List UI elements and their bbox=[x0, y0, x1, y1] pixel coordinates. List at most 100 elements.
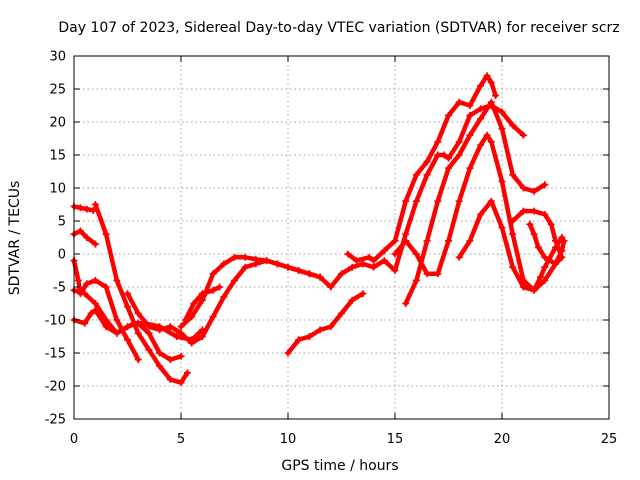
data-point bbox=[316, 273, 324, 281]
data-point bbox=[537, 273, 545, 281]
data-point bbox=[541, 276, 549, 284]
y-tick-label: 10 bbox=[49, 182, 66, 197]
data-point bbox=[305, 270, 313, 278]
data-point bbox=[231, 253, 238, 261]
data-point bbox=[498, 177, 506, 185]
data-point bbox=[412, 197, 420, 205]
data-point bbox=[492, 92, 500, 100]
series-line bbox=[403, 99, 548, 306]
data-point bbox=[434, 138, 442, 146]
data-point bbox=[466, 164, 474, 172]
data-point bbox=[412, 276, 420, 284]
data-point bbox=[402, 237, 410, 245]
data-point bbox=[412, 250, 420, 258]
data-point bbox=[91, 240, 99, 248]
data-point bbox=[530, 230, 538, 238]
data-point bbox=[166, 356, 174, 364]
data-point bbox=[124, 303, 131, 311]
data-point bbox=[483, 131, 491, 139]
data-point bbox=[216, 283, 224, 291]
data-point bbox=[483, 72, 491, 80]
data-point bbox=[102, 323, 110, 331]
data-point bbox=[509, 121, 517, 129]
data-point bbox=[509, 171, 517, 179]
y-tick-label: 30 bbox=[49, 50, 66, 65]
data-point bbox=[487, 78, 495, 86]
data-point bbox=[181, 316, 189, 324]
data-point bbox=[455, 151, 463, 159]
series-arc8 bbox=[177, 253, 324, 331]
data-point bbox=[498, 224, 506, 232]
data-point bbox=[359, 290, 367, 298]
data-point bbox=[541, 181, 549, 189]
data-point bbox=[498, 125, 506, 133]
data-point bbox=[241, 263, 249, 271]
data-point bbox=[466, 111, 474, 119]
data-point bbox=[134, 329, 142, 337]
data-point bbox=[547, 220, 555, 228]
data-point bbox=[91, 300, 99, 307]
data-point bbox=[348, 263, 356, 271]
data-point bbox=[113, 316, 121, 324]
data-point bbox=[198, 290, 206, 298]
data-point bbox=[156, 362, 164, 370]
data-point bbox=[445, 237, 452, 245]
data-point bbox=[519, 283, 527, 291]
data-point bbox=[477, 210, 485, 218]
data-point bbox=[423, 158, 431, 166]
data-point bbox=[509, 217, 517, 225]
data-point bbox=[102, 230, 110, 238]
data-point bbox=[81, 290, 89, 298]
series-line bbox=[71, 228, 98, 247]
y-tick-label: -10 bbox=[45, 314, 66, 329]
series-arc13 bbox=[402, 98, 549, 307]
data-point bbox=[83, 280, 91, 288]
data-point bbox=[519, 131, 527, 139]
data-point bbox=[83, 205, 91, 213]
y-tick-label: -25 bbox=[45, 413, 66, 428]
x-tick-label: 15 bbox=[387, 432, 404, 447]
data-point bbox=[74, 276, 82, 284]
data-point bbox=[477, 82, 485, 90]
y-tick-label: 20 bbox=[49, 116, 66, 131]
y-tick-label: -20 bbox=[45, 380, 66, 395]
data-point bbox=[466, 102, 474, 109]
data-point bbox=[183, 369, 191, 377]
plot-frame bbox=[73, 55, 610, 420]
data-point bbox=[338, 309, 345, 317]
series-arc9 bbox=[181, 283, 224, 324]
data-point bbox=[391, 267, 399, 274]
data-point bbox=[402, 300, 410, 307]
data-point bbox=[487, 138, 495, 146]
series-line bbox=[125, 258, 366, 346]
data-point bbox=[380, 257, 388, 265]
data-series bbox=[70, 72, 568, 387]
data-point bbox=[391, 250, 399, 258]
series-arc6 bbox=[91, 201, 191, 387]
data-point bbox=[166, 375, 174, 383]
y-tick-label: 25 bbox=[49, 83, 66, 98]
y-tick-label: 0 bbox=[58, 248, 66, 263]
data-point bbox=[156, 326, 164, 334]
data-point bbox=[124, 290, 131, 298]
data-point bbox=[220, 293, 228, 301]
data-point bbox=[541, 253, 549, 261]
data-point bbox=[284, 349, 292, 357]
data-point bbox=[455, 253, 463, 261]
data-point bbox=[273, 260, 281, 268]
data-point bbox=[348, 296, 356, 304]
series-arc15 bbox=[455, 197, 566, 294]
data-point bbox=[423, 171, 431, 179]
data-point bbox=[370, 257, 378, 265]
data-point bbox=[198, 333, 206, 340]
x-tick-label: 10 bbox=[280, 432, 297, 447]
y-tick-label: -15 bbox=[45, 347, 66, 362]
data-point bbox=[145, 346, 153, 354]
data-point bbox=[156, 349, 164, 357]
data-point bbox=[487, 197, 495, 205]
chart-title: Day 107 of 2023, Sidereal Day-to-day VTE… bbox=[58, 20, 619, 36]
data-point bbox=[412, 171, 420, 179]
data-point bbox=[76, 204, 84, 212]
data-point bbox=[380, 247, 388, 255]
data-point bbox=[552, 260, 559, 268]
